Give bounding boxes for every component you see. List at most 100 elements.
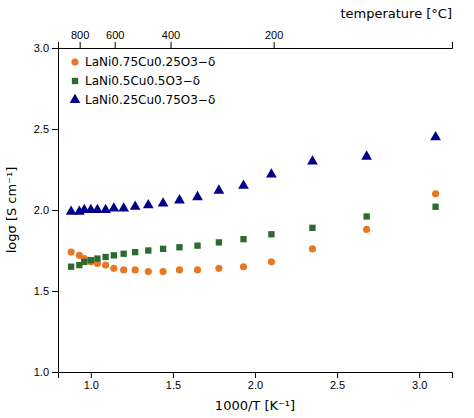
- point: [430, 131, 441, 140]
- tick-label: 1.0: [34, 366, 49, 378]
- x2-axis-title: temperature [°C]: [340, 6, 452, 21]
- point: [174, 194, 185, 203]
- tick: 1.5: [166, 372, 181, 391]
- tick: 2.0: [248, 372, 263, 391]
- point: [120, 266, 127, 273]
- point: [102, 262, 109, 269]
- series: [68, 204, 439, 270]
- tick-mark: [255, 372, 256, 378]
- point: [240, 236, 246, 242]
- chart: 1.0 1.5 2.0 2.5 3.0 1.0 1.5 2.0 2.5 3.0 800 600 400 2…: [0, 0, 474, 418]
- tick-label: 1.5: [166, 379, 181, 391]
- point: [94, 255, 100, 261]
- point: [192, 191, 203, 200]
- tick-mark: [52, 129, 58, 130]
- tick: 3.0: [34, 42, 58, 54]
- legend-symbol: [70, 94, 81, 103]
- tick-mark: [171, 42, 172, 48]
- tick-label: 2.0: [248, 379, 263, 391]
- tick-label: 600: [106, 29, 124, 41]
- point: [160, 246, 166, 252]
- point: [432, 190, 439, 197]
- tick: 2.5: [34, 123, 58, 135]
- point: [268, 231, 274, 237]
- point: [266, 168, 277, 177]
- point: [307, 155, 318, 164]
- point: [143, 199, 154, 208]
- tick-label: 200: [265, 29, 283, 41]
- point: [111, 252, 117, 258]
- point: [363, 226, 370, 233]
- x-axis: 1.0 1.5 2.0 2.5 3.0: [59, 372, 453, 391]
- series: [68, 190, 440, 275]
- legend-label: LaNi0.75Cu0.25O3−δ: [85, 55, 215, 69]
- point: [81, 259, 87, 265]
- tick-label: 3.0: [34, 42, 49, 54]
- point: [108, 202, 119, 211]
- point: [132, 266, 139, 273]
- point: [158, 197, 169, 206]
- tick: 200: [265, 29, 283, 48]
- tick: 1.0: [34, 366, 58, 378]
- tick-label: 800: [71, 29, 89, 41]
- tick-label: 1.0: [84, 379, 99, 391]
- tick-label: 400: [162, 29, 180, 41]
- tick-mark: [115, 42, 116, 48]
- point: [68, 249, 75, 256]
- axis-line: [59, 42, 453, 49]
- point: [238, 179, 249, 188]
- tick-mark: [91, 372, 92, 378]
- tick-mark: [52, 291, 58, 292]
- tick-mark: [52, 210, 58, 211]
- tick: 2.5: [330, 372, 345, 391]
- tick: 600: [106, 29, 124, 48]
- point: [361, 150, 372, 159]
- point: [268, 258, 275, 265]
- legend-item: LaNi0.25Cu0.75O3−δ: [70, 93, 216, 107]
- point: [215, 265, 222, 272]
- legend: LaNi0.75Cu0.25O3−δ LaNi0.5Cu0.5O3−δ LaNi0.…: [70, 55, 216, 107]
- point: [432, 204, 438, 210]
- point: [194, 266, 201, 273]
- y-axis: 1.0 1.5 2.0 2.5 3.0: [34, 42, 59, 378]
- tick: 800: [71, 29, 89, 48]
- axis-line: [52, 49, 59, 373]
- axis-line: [59, 373, 453, 379]
- point: [121, 251, 127, 257]
- series: [66, 131, 441, 215]
- point: [88, 257, 94, 263]
- x2-axis: 800 600 400 200: [59, 29, 453, 49]
- point: [240, 263, 247, 270]
- x-axis-title: 1000/T [K⁻¹]: [215, 398, 295, 413]
- tick-mark: [274, 42, 275, 48]
- tick: 1.5: [34, 285, 58, 297]
- tick-mark: [337, 372, 338, 378]
- legend-label: LaNi0.25Cu0.75O3−δ: [85, 93, 215, 107]
- tick-mark: [173, 372, 174, 378]
- legend-item: LaNi0.5Cu0.5O3−δ: [72, 74, 200, 88]
- point: [102, 254, 108, 260]
- point: [309, 245, 316, 252]
- legend-item: LaNi0.75Cu0.25O3−δ: [71, 55, 215, 69]
- point: [159, 268, 166, 275]
- point: [216, 239, 222, 245]
- point: [176, 266, 183, 273]
- point: [132, 249, 138, 255]
- point: [145, 247, 151, 253]
- tick-label: 2.0: [34, 204, 49, 216]
- tick: 2.0: [34, 204, 58, 216]
- tick: 400: [162, 29, 180, 48]
- point: [176, 244, 182, 250]
- tick-mark: [52, 48, 58, 49]
- marks: [66, 131, 441, 275]
- y-axis-title: logσ [S cm⁻¹]: [4, 167, 19, 254]
- legend-symbol: [72, 78, 78, 84]
- legend-label: LaNi0.5Cu0.5O3−δ: [85, 74, 200, 88]
- tick-mark: [52, 372, 58, 373]
- tick-label: 3.0: [412, 379, 427, 391]
- tick-mark: [80, 42, 81, 48]
- point: [145, 268, 152, 275]
- point: [110, 265, 117, 272]
- point: [214, 184, 225, 193]
- tick-label: 2.5: [330, 379, 345, 391]
